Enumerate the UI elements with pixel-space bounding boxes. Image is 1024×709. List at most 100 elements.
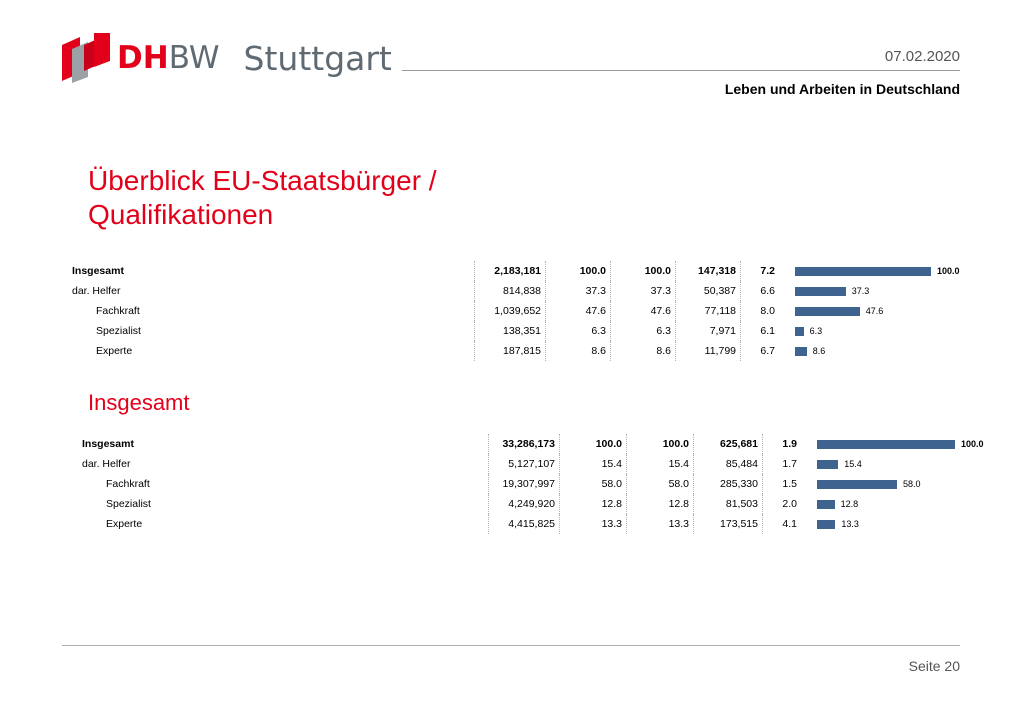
bar-cell: 8.6	[779, 341, 975, 361]
bar-label: 8.6	[812, 346, 826, 357]
bar-label: 13.3	[841, 519, 859, 530]
cell-share: 58.0	[559, 474, 627, 494]
bar	[817, 499, 835, 509]
row-label: dar. Helfer	[72, 281, 475, 301]
cell-count: 33,286,173	[488, 434, 560, 454]
cell-share: 8.6	[545, 341, 611, 361]
bar	[795, 346, 807, 356]
row-label: Fachkraft	[82, 474, 489, 494]
cell-share-2: 100.0	[626, 434, 694, 454]
cell-value: 81,503	[693, 494, 763, 514]
bar-cell: 100.0	[779, 261, 975, 281]
cell-count: 138,351	[474, 321, 546, 341]
table-row: Fachkraft 1,039,652 47.6 47.6 77,118 8.0 47.6	[72, 301, 975, 321]
cell-share-2: 15.4	[626, 454, 694, 474]
cell-share: 6.3	[545, 321, 611, 341]
cell-count: 4,415,825	[488, 514, 560, 534]
page-title-line2: Qualifikationen	[88, 199, 274, 230]
cell-share: 100.0	[559, 434, 627, 454]
cell-share: 12.8	[559, 494, 627, 514]
bar-cell: 6.3	[779, 321, 975, 341]
cell-count: 2,183,181	[474, 261, 546, 281]
bar-label: 12.8	[840, 499, 859, 510]
cell-share-2: 8.6	[610, 341, 676, 361]
bar	[817, 459, 839, 469]
bar	[817, 519, 836, 529]
row-label: Fachkraft	[72, 301, 475, 321]
cell-rate: 6.7	[760, 345, 775, 357]
table-row: Spezialist 4,249,920 12.8 12.8 81,503 2.0 12.8	[82, 494, 997, 514]
cell-rate: 7.2	[760, 265, 775, 277]
cell-value: 625,681	[693, 434, 763, 454]
dhbw-logo-mark-icon	[62, 33, 110, 83]
row-label: Experte	[72, 341, 475, 361]
bar-cell: 100.0	[801, 434, 997, 454]
cell-share-2: 12.8	[626, 494, 694, 514]
cell-rate: 2.0	[782, 498, 797, 510]
cell-count: 19,307,997	[488, 474, 560, 494]
cell-share: 100.0	[545, 261, 611, 281]
cell-share-2: 47.6	[610, 301, 676, 321]
bar	[817, 439, 955, 449]
table-row: Experte 187,815 8.6 8.6 11,799 6.7 8.6	[72, 341, 975, 361]
cell-share: 37.3	[545, 281, 611, 301]
cell-rate: 4.1	[782, 518, 797, 530]
page-title: Überblick EU-Staatsbürger / Qualifikatio…	[88, 164, 437, 232]
cell-value: 85,484	[693, 454, 763, 474]
row-label: Insgesamt	[72, 261, 475, 281]
row-label: Spezialist	[72, 321, 475, 341]
cell-share-2: 6.3	[610, 321, 676, 341]
cell-share-2: 100.0	[610, 261, 676, 281]
cell-rate: 8.0	[760, 305, 775, 317]
bar-label: 47.6	[865, 306, 884, 317]
bar-label: 58.0	[903, 479, 921, 490]
cell-value: 50,387	[675, 281, 741, 301]
bar-cell: 47.6	[779, 301, 975, 321]
cell-count: 5,127,107	[488, 454, 560, 474]
logo-city: Stuttgart	[243, 38, 392, 78]
cell-share: 13.3	[559, 514, 627, 534]
row-label: dar. Helfer	[82, 454, 489, 474]
page-title-line1: Überblick EU-Staatsbürger /	[88, 165, 437, 196]
bar	[817, 479, 898, 489]
table-row: Fachkraft 19,307,997 58.0 58.0 285,330 1.5 58.…	[82, 474, 997, 494]
total-qualification-table: Insgesamt 33,286,173 100.0 100.0 625,681 1.9 1…	[82, 434, 998, 534]
cell-share-2: 13.3	[626, 514, 694, 534]
bar-cell: 58.0	[801, 474, 997, 494]
cell-value: 173,515	[693, 514, 763, 534]
cell-share-2: 58.0	[626, 474, 694, 494]
cell-rate: 1.7	[782, 458, 797, 470]
bar-cell: 37.3	[779, 281, 975, 301]
table-row: dar. Helfer 5,127,107 15.4 15.4 85,484 1.7 15.…	[82, 454, 997, 474]
cell-value: 285,330	[693, 474, 763, 494]
bar	[795, 326, 804, 336]
bar-label: 15.4	[844, 459, 862, 470]
cell-rate: 6.1	[760, 325, 775, 337]
cell-count: 1,039,652	[474, 301, 546, 321]
cell-share: 15.4	[559, 454, 627, 474]
cell-value: 11,799	[675, 341, 741, 361]
row-label: Experte	[82, 514, 489, 534]
footer-divider	[62, 645, 960, 646]
bar	[795, 306, 860, 316]
eu-qualification-table: Insgesamt 2,183,181 100.0 100.0 147,318 7.2 10…	[72, 261, 976, 361]
bar	[795, 266, 931, 276]
table-row: dar. Helfer 814,838 37.3 37.3 50,387 6.6 37.3	[72, 281, 975, 301]
dhbw-logo: DH BW Stuttgart	[62, 33, 392, 83]
bar-cell: 13.3	[801, 514, 997, 534]
row-label: Insgesamt	[82, 434, 489, 454]
cell-rate: 1.5	[782, 478, 797, 490]
bar-label: 6.3	[809, 326, 823, 337]
header-divider	[402, 70, 960, 71]
bar-label: 100.0	[961, 439, 984, 450]
bar-label: 37.3	[851, 286, 870, 297]
cell-rate: 6.6	[760, 285, 775, 297]
header-date: 07.02.2020	[884, 48, 960, 65]
table-row: Spezialist 138,351 6.3 6.3 7,971 6.1 6.3	[72, 321, 975, 341]
cell-value: 77,118	[675, 301, 741, 321]
header-subtitle: Leben und Arbeiten in Deutschland	[724, 81, 960, 97]
page-number: Seite 20	[908, 658, 960, 674]
section-title-insgesamt: Insgesamt	[88, 390, 190, 415]
bar-cell: 12.8	[801, 494, 997, 514]
cell-value: 147,318	[675, 261, 741, 281]
